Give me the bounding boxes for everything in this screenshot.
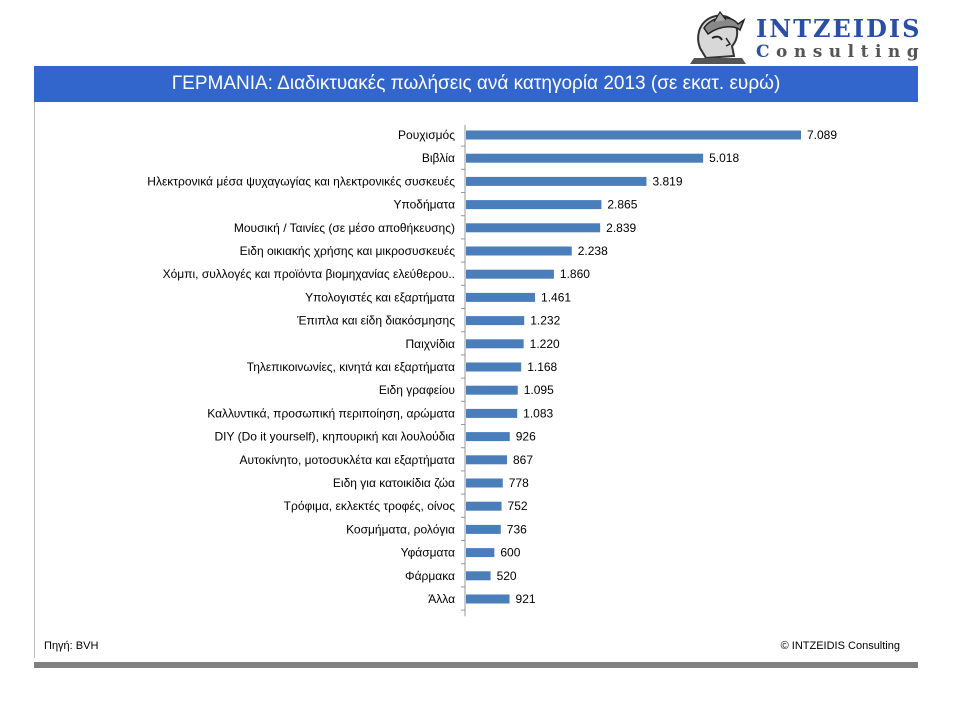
bar: [466, 153, 704, 163]
bar: [466, 455, 507, 465]
logo-subtitle: Consulting: [756, 42, 925, 62]
bar: [466, 571, 491, 581]
data-label: 1.083: [523, 406, 553, 420]
logo-subtitle-rest: onsulting: [776, 42, 926, 62]
data-label: 736: [507, 522, 527, 536]
frame-divider: [34, 102, 35, 658]
category-label: Χόμπι, συλλογές και προϊόντα βιομηχανίας…: [163, 267, 455, 281]
bar: [466, 339, 524, 349]
data-label: 1.461: [541, 290, 571, 304]
data-label: 1.095: [524, 383, 554, 397]
logo-name: INTZEIDIS: [756, 14, 922, 43]
helmeted-head-icon: [690, 10, 746, 64]
logo-subtitle-initial: C: [756, 42, 777, 62]
source-note: Πηγή: BVH: [44, 640, 99, 652]
data-label: 2.839: [606, 221, 636, 235]
bar: [466, 432, 510, 442]
data-label: 1.860: [560, 267, 590, 281]
category-label: DIY (Do it yourself), κηπουρική και λουλ…: [214, 430, 455, 444]
slide-title-bar: ΓΕΡΜΑΝΙΑ: Διαδικτυακές πωλήσεις ανά κατη…: [34, 66, 918, 102]
category-label: Ηλεκτρονικά μέσα ψυχαγωγίας και ηλεκτρον…: [147, 174, 455, 188]
bar: [466, 223, 601, 233]
category-label: Τηλεπικοινωνίες, κινητά και εξαρτήματα: [247, 360, 455, 374]
bar: [466, 130, 801, 140]
data-label: 5.018: [709, 151, 739, 165]
category-label: Φάρμακα: [405, 569, 455, 583]
data-label: 926: [516, 430, 536, 444]
data-label: 752: [508, 499, 528, 513]
data-label: 778: [509, 476, 529, 490]
bottom-rule: [34, 662, 918, 668]
category-label: Άλλα: [428, 592, 455, 606]
category-label: Υπολογιστές και εξαρτήματα: [305, 290, 455, 304]
category-label: Ειδη γραφείου: [379, 383, 455, 397]
data-label: 867: [513, 453, 533, 467]
bar: [466, 292, 536, 302]
copyright-note: © INTZEIDIS Consulting: [780, 640, 900, 652]
category-label: Υφάσματα: [401, 546, 455, 560]
bar: [466, 246, 572, 256]
data-label: 2.238: [578, 244, 608, 258]
slide-title: ΓΕΡΜΑΝΙΑ: Διαδικτυακές πωλήσεις ανά κατη…: [171, 73, 781, 94]
category-label: Ρουχισμός: [398, 128, 455, 142]
data-label: 1.232: [530, 314, 560, 328]
category-label: Ειδη οικιακής χρήσης και μικροσυσκευές: [240, 244, 456, 258]
bar: [466, 478, 503, 488]
bar: [466, 408, 518, 418]
bar: [466, 316, 525, 326]
bar: [466, 176, 647, 186]
category-label: Ειδη για κατοικίδια ζώα: [333, 476, 455, 490]
data-label: 1.220: [530, 337, 560, 351]
data-label: 3.819: [652, 174, 682, 188]
bar: [466, 385, 518, 395]
bar: [466, 501, 502, 511]
category-label: Αυτοκίνητο, μοτοσυκλέτα και εξαρτήματα: [240, 453, 456, 467]
category-label: Έπιπλα και είδη διακόσμησης: [296, 314, 455, 328]
data-label: 921: [516, 592, 536, 606]
data-label: 7.089: [807, 128, 837, 142]
data-label: 1.168: [527, 360, 557, 374]
category-label: Τρόφιμα, εκλεκτές τροφές, οίνος: [284, 499, 456, 513]
category-label: Κοσμήματα, ρολόγια: [346, 522, 455, 536]
company-logo: INTZEIDIS Consulting: [686, 8, 926, 64]
data-label: 520: [497, 569, 517, 583]
bar: [466, 200, 602, 210]
bar: [466, 362, 522, 372]
bar: [466, 524, 501, 534]
category-label: Παιχνίδια: [405, 337, 455, 351]
bar: [466, 269, 554, 279]
category-label: Καλλυντικά, προσωπική περιποίηση, αρώματ…: [207, 406, 455, 420]
bar-chart: Ρουχισμός 7.089 Βιβλία 5.018 Ηλεκτρονικά μέσ…: [147, 125, 837, 617]
category-label: Μουσική / Ταινίες (σε μέσο αποθήκευσης): [234, 221, 455, 235]
data-label: 600: [500, 546, 520, 560]
bar: [466, 594, 510, 604]
data-label: 2.865: [607, 198, 637, 212]
category-label: Βιβλία: [422, 151, 455, 165]
bar: [466, 548, 495, 558]
category-label: Υποδήματα: [394, 198, 456, 212]
